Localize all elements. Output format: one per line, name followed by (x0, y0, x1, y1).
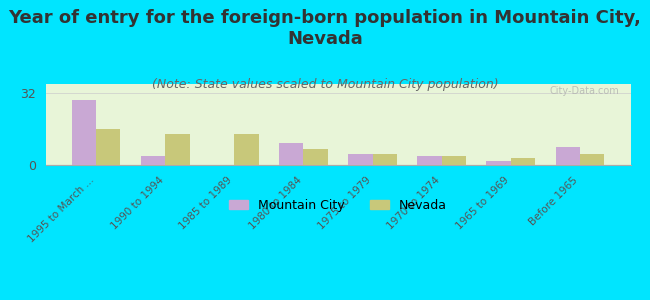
Bar (580, 154, 604, 165)
Bar (165, 134, 190, 165)
Bar (441, 156, 466, 165)
Bar (348, 154, 372, 165)
Bar (72, 100, 96, 165)
Bar (280, 142, 304, 165)
Text: Year of entry for the foreign-born population in Mountain City,
Nevada: Year of entry for the foreign-born popul… (8, 9, 642, 48)
Bar (511, 158, 535, 165)
Bar (235, 134, 259, 165)
Bar (372, 154, 396, 165)
Text: City-Data.com: City-Data.com (549, 86, 619, 96)
Legend: Mountain City, Nevada: Mountain City, Nevada (224, 194, 452, 217)
Bar (486, 160, 511, 165)
Bar (556, 147, 580, 165)
Bar (417, 156, 441, 165)
Text: (Note: State values scaled to Mountain City population): (Note: State values scaled to Mountain C… (151, 78, 499, 91)
Bar (141, 156, 165, 165)
Bar (304, 149, 328, 165)
Bar (96, 129, 120, 165)
